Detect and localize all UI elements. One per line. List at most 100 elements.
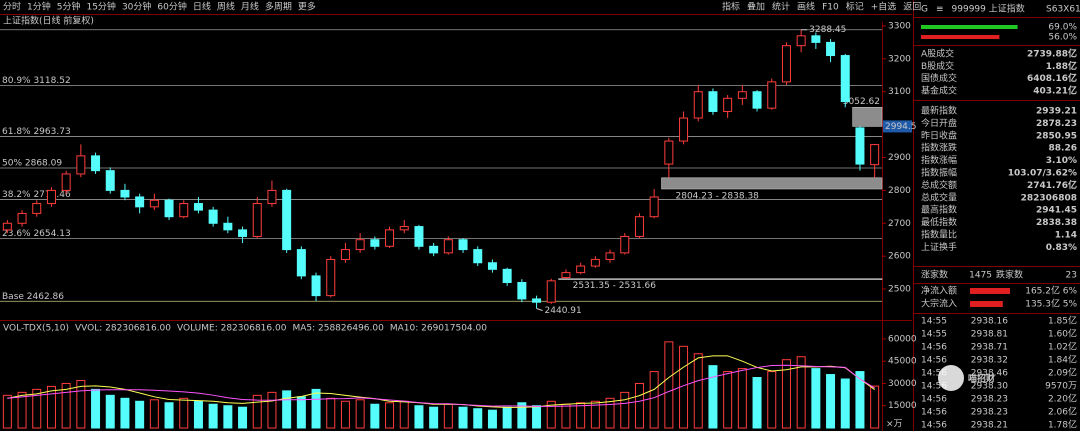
tool-button[interactable]: 返回	[903, 1, 921, 13]
candle-body	[679, 117, 689, 142]
candle-body	[370, 239, 380, 247]
volume-bar	[429, 406, 439, 429]
trade-time: 14:56	[921, 369, 947, 379]
period-tab[interactable]: 15分钟	[86, 1, 115, 13]
candle-body	[252, 203, 262, 237]
period-tab[interactable]: 周线	[217, 1, 235, 13]
period-tab[interactable]: 月线	[241, 1, 259, 13]
row-value: 88.26	[1049, 144, 1077, 154]
candle-body	[752, 91, 762, 109]
period-tab[interactable]: 5分钟	[57, 1, 81, 13]
ratio-bar	[921, 35, 1000, 39]
volume-bar	[605, 397, 615, 429]
gap-label: 2804.23 - 2838.38	[676, 191, 760, 201]
volume-bar	[355, 399, 365, 429]
volume-bar	[46, 385, 56, 429]
row-label: 基金成交	[921, 84, 957, 96]
period-tab[interactable]: 多周期	[265, 1, 292, 13]
y-tick-label: 3100	[888, 87, 911, 97]
period-tab[interactable]: 分时	[3, 1, 21, 13]
volume-bar	[414, 405, 424, 429]
volume-bar	[840, 378, 850, 429]
volume-bar	[781, 359, 791, 429]
volume-bar	[855, 371, 865, 429]
flow-pct: 6%	[1063, 287, 1078, 297]
level-label: 38.2% 2772.46	[2, 190, 71, 200]
row-value: 2939.21	[1036, 107, 1077, 117]
row-value: 403.21亿	[1033, 84, 1077, 96]
period-tab[interactable]: 60分钟	[157, 1, 186, 13]
trade-price: 2938.23	[971, 395, 1008, 405]
candle-body	[546, 280, 556, 303]
volume-bar	[385, 402, 395, 429]
tool-button[interactable]: +自选	[871, 1, 897, 13]
trade-time: 14:56	[921, 343, 947, 353]
candle-body	[46, 189, 56, 205]
trade-time: 14:55	[921, 330, 947, 340]
tool-button[interactable]: 指标	[722, 1, 740, 13]
tool-button[interactable]: F10	[822, 3, 839, 13]
trade-price: 2938.81	[971, 330, 1008, 340]
trade-price: 2938.21	[971, 421, 1008, 431]
period-tab[interactable]: 更多	[298, 1, 316, 13]
trade-amount: 1.78亿	[1048, 419, 1077, 431]
flow-label: 净流入额	[921, 285, 957, 297]
candle-body	[487, 262, 497, 270]
candle-body	[267, 189, 277, 205]
volume-bar	[737, 368, 747, 429]
candle-body	[208, 209, 218, 224]
candle-body	[385, 229, 395, 247]
volume-bar	[164, 402, 174, 429]
candle-body	[149, 199, 159, 208]
legend-entry: VVOL: 282306816.00	[75, 324, 171, 334]
panel-header: G	[921, 5, 928, 15]
breadth-value: 1475	[969, 271, 992, 281]
candle-body	[355, 239, 365, 251]
chart-title: 上证指数(日线 前复权)	[3, 15, 94, 27]
row-label: B股成交	[921, 60, 954, 72]
candle-body	[723, 97, 733, 112]
candle-body	[164, 199, 174, 218]
row-label: 昨日收盘	[921, 129, 957, 141]
period-tab[interactable]: 30分钟	[122, 1, 151, 13]
candle-body	[532, 298, 542, 303]
row-value: 1.88亿	[1046, 60, 1077, 72]
annotation-label: 3288.45	[809, 25, 846, 35]
trade-price: 2938.30	[971, 382, 1008, 392]
candle-body	[105, 170, 115, 191]
candle-body	[693, 91, 703, 119]
row-value: 103.07/3.62%	[1008, 169, 1077, 179]
tool-button[interactable]: 叠加	[747, 2, 765, 13]
volume-bar	[17, 391, 27, 429]
candle-body	[737, 91, 747, 99]
period-tab[interactable]: 1分钟	[27, 1, 51, 13]
trade-time: 14:55	[921, 317, 947, 327]
tool-button[interactable]: 统计	[772, 1, 790, 13]
breadth-value: 23	[1066, 271, 1077, 281]
volume-bar	[238, 406, 248, 429]
tool-button[interactable]: 标记	[846, 1, 864, 13]
row-value: 2878.23	[1036, 119, 1077, 129]
period-tab[interactable]: 日线	[193, 1, 211, 13]
candle-body	[282, 189, 292, 251]
volume-bar	[282, 390, 292, 429]
candle-body	[781, 45, 791, 83]
level-label: 23.6% 2654.13	[2, 229, 71, 239]
tool-button[interactable]: 画线	[797, 1, 815, 13]
y-tick-label: 2900	[888, 153, 911, 163]
candle-body	[91, 155, 101, 172]
price-marker	[883, 120, 912, 133]
volume-bar	[708, 365, 718, 429]
volume-bar	[267, 391, 277, 429]
candle-body	[238, 229, 248, 237]
trade-amount: 1.85亿	[1048, 315, 1077, 327]
candle-body	[605, 252, 615, 260]
candle-body	[296, 249, 306, 277]
candle-body	[664, 140, 674, 165]
candle-body	[193, 203, 203, 211]
trade-amount: 1.84亿	[1048, 354, 1077, 366]
row-value: 6408.16亿	[1027, 72, 1077, 84]
ratio-label: 56.0%	[1048, 33, 1077, 43]
candle-body	[32, 203, 42, 214]
